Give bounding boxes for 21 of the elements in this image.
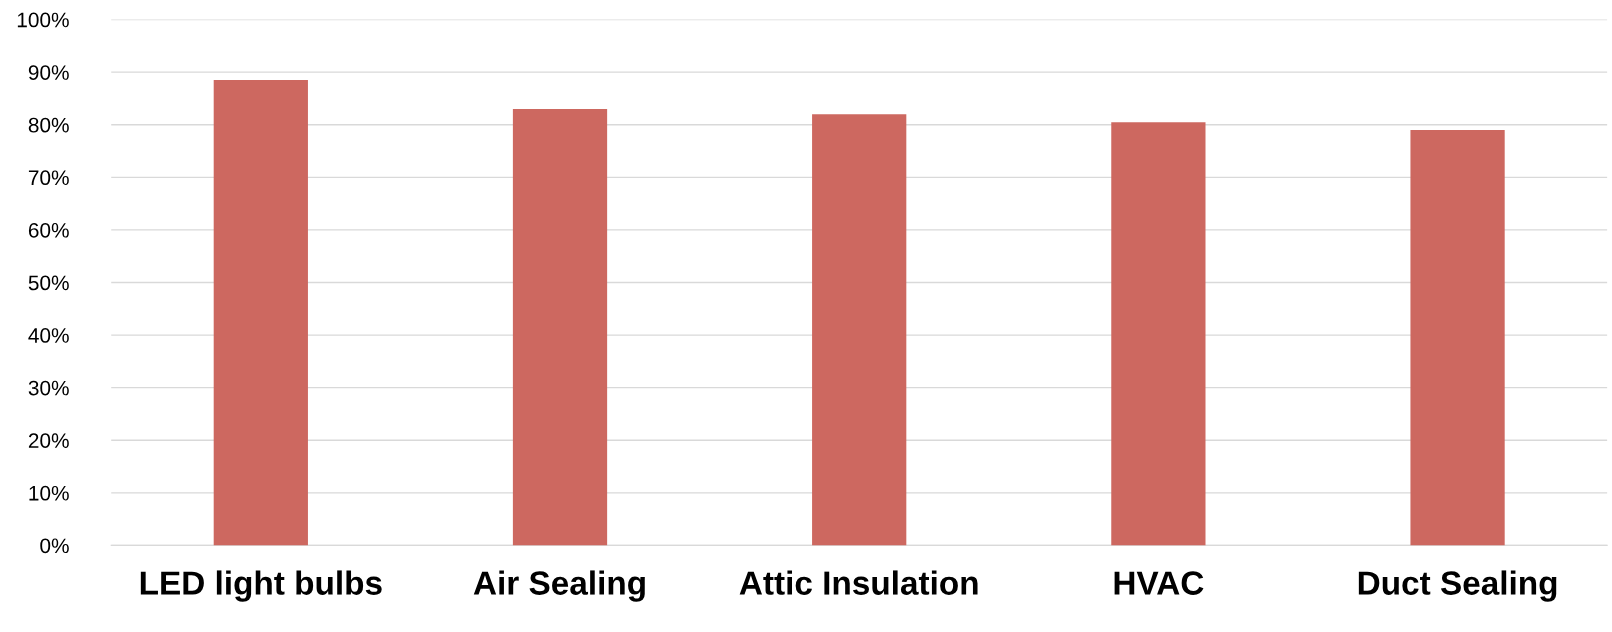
bar	[213, 80, 308, 546]
y-tick-label: 50%	[28, 275, 69, 291]
y-tick-label: 80%	[28, 117, 69, 133]
bar	[1111, 122, 1206, 546]
y-tick-label: 30%	[28, 380, 69, 396]
y-tick-label: 0%	[40, 538, 69, 554]
x-tick-label: Duct Sealing	[1358, 570, 1557, 602]
x-tick-label: Air Sealing	[473, 570, 645, 602]
y-tick-label: 90%	[28, 65, 69, 80]
x-tick-label: HVAC	[1114, 571, 1204, 595]
bar	[512, 108, 608, 546]
x-tick-label: LED light bulbs	[140, 570, 382, 602]
bar	[1410, 130, 1505, 546]
y-tick-label: 20%	[28, 433, 69, 449]
x-tick-label: Attic Insulation	[739, 570, 978, 595]
bar	[812, 114, 907, 546]
y-tick-label: 70%	[28, 170, 69, 186]
y-tick-label: 40%	[28, 328, 69, 343]
y-tick-label: 100%	[17, 12, 69, 28]
y-tick-label: 60%	[28, 222, 69, 238]
y-tick-label: 10%	[29, 485, 69, 501]
